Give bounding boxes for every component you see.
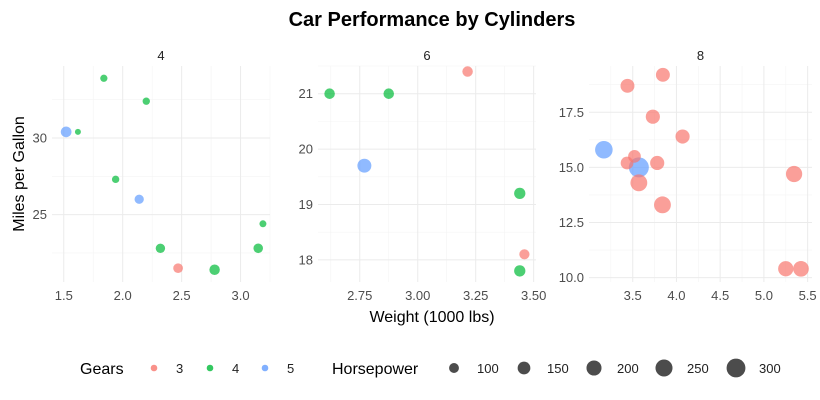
size-legend-key <box>726 358 746 378</box>
data-point <box>793 260 809 277</box>
x-tick-label: 1.5 <box>55 288 73 303</box>
data-point <box>324 88 335 99</box>
color-legend-key <box>150 364 158 372</box>
facet-strip-label: 6 <box>423 48 430 63</box>
color-legend-title: Gears <box>80 361 124 378</box>
x-tick-label: 2.5 <box>173 288 191 303</box>
y-tick-label: 15.0 <box>559 160 584 175</box>
y-tick-label: 18 <box>299 252 313 267</box>
size-legend-item-200: 200 <box>586 360 639 376</box>
size-legend-label: 150 <box>547 361 569 376</box>
chart-title: Car Performance by Cylinders <box>289 9 576 31</box>
y-tick-label: 12.5 <box>559 215 584 230</box>
data-point <box>514 187 526 200</box>
data-point <box>655 67 670 82</box>
x-tick-label: 5.5 <box>799 288 817 303</box>
facet-panel-8: 3.5 4.0 4.5 5.0 5.5 10.0 12.5 15.0 17.5 8 <box>559 48 817 303</box>
data-point <box>383 88 394 99</box>
size-legend-label: 200 <box>617 361 639 376</box>
color-legend-item-4: 4 <box>206 361 239 376</box>
data-point <box>209 264 220 275</box>
color-legend-key <box>206 364 214 372</box>
x-tick-label: 3.0 <box>232 288 250 303</box>
size-legend-label: 250 <box>687 361 709 376</box>
color-legend-entries: 3 4 5 <box>150 361 294 376</box>
size-legend-item-150: 150 <box>517 361 569 376</box>
data-point <box>74 128 81 135</box>
data-point <box>519 249 530 260</box>
data-point <box>100 74 108 82</box>
size-legend-label: 300 <box>759 361 781 376</box>
y-tick-label: 25 <box>33 207 47 222</box>
x-tick-label: 2.0 <box>114 288 132 303</box>
y-tick-label: 20 <box>299 142 313 157</box>
data-point <box>259 220 267 228</box>
data-point <box>462 66 473 77</box>
size-legend-entries: 100 150 200 250 300 <box>449 358 781 378</box>
x-tick-label: 3.50 <box>521 288 546 303</box>
x-tick-label: 3.5 <box>624 288 642 303</box>
facet-panel-6: 2.75 3.00 3.25 3.50 18 19 20 21 6 <box>299 48 547 303</box>
color-legend-key <box>261 364 269 372</box>
size-legend-item-100: 100 <box>449 361 499 376</box>
data-point <box>620 78 635 93</box>
x-tick-label: 5.0 <box>755 288 773 303</box>
size-legend-title: Horsepower <box>332 361 419 378</box>
facet-panel-4: 1.5 2.0 2.5 3.0 25 30 4 <box>33 48 271 303</box>
data-point <box>778 261 794 277</box>
size-legend-key <box>449 363 459 373</box>
color-legend-item-5: 5 <box>261 361 294 376</box>
data-point <box>630 174 648 192</box>
y-tick-label: 17.5 <box>559 105 584 120</box>
y-tick-label: 10.0 <box>559 270 584 285</box>
x-tick-label: 4.0 <box>667 288 685 303</box>
y-tick-label: 30 <box>33 131 47 146</box>
color-legend-label: 5 <box>287 361 294 376</box>
legend: Gears 3 4 5 Horsepower 100 150 200 250 300 <box>80 358 781 378</box>
color-legend-item-3: 3 <box>150 361 183 376</box>
data-point <box>173 263 183 274</box>
size-legend-label: 100 <box>477 361 499 376</box>
x-tick-label: 2.75 <box>347 288 372 303</box>
size-legend-item-300: 300 <box>726 358 781 378</box>
data-point <box>60 126 72 138</box>
y-tick-label: 19 <box>299 197 313 212</box>
x-tick-label: 4.5 <box>711 288 729 303</box>
x-axis-title: Weight (1000 lbs) <box>369 309 494 326</box>
data-point <box>675 129 690 144</box>
data-point <box>514 265 526 277</box>
data-point <box>134 194 144 204</box>
size-legend-key <box>517 361 531 375</box>
size-legend-key <box>655 359 673 377</box>
data-point <box>654 196 671 214</box>
data-point <box>253 243 263 254</box>
size-legend-key <box>586 360 602 376</box>
data-point <box>595 140 613 159</box>
data-point <box>628 150 641 163</box>
data-point <box>111 175 120 184</box>
color-legend-label: 3 <box>176 361 183 376</box>
facet-strip-label: 8 <box>697 48 704 63</box>
facet-strip-label: 4 <box>157 48 164 63</box>
data-point <box>357 158 372 173</box>
data-point <box>142 97 150 105</box>
data-point <box>645 109 660 124</box>
y-tick-label: 21 <box>299 86 313 101</box>
size-legend-item-250: 250 <box>655 359 709 377</box>
data-point <box>155 243 166 254</box>
data-point <box>650 155 665 171</box>
data-point <box>785 165 803 183</box>
x-tick-label: 3.00 <box>405 288 430 303</box>
y-axis-title: Miles per Gallon <box>11 116 28 232</box>
color-legend-label: 4 <box>232 361 239 376</box>
x-tick-label: 3.25 <box>463 288 488 303</box>
